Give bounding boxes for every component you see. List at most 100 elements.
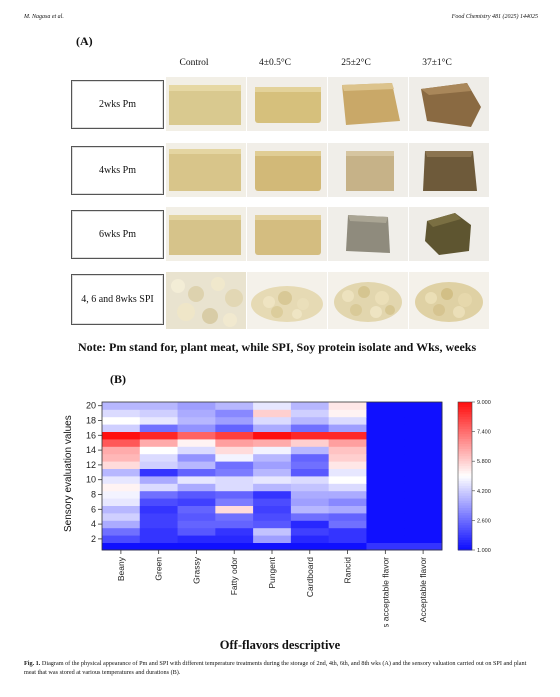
heatmap-cell (102, 439, 141, 447)
heatmap-cell (177, 402, 216, 410)
colorbar-segment (458, 480, 472, 484)
sample-photo-6wks-37c (409, 207, 489, 261)
heatmap-cell (139, 513, 178, 521)
heatmap-cell (328, 490, 367, 499)
heatmap-cell (290, 402, 330, 410)
heatmap-cell (215, 520, 254, 529)
heatmap-cell (215, 431, 254, 440)
colorbar-tick-label: 4.200 (477, 489, 491, 495)
heatmap-cell (102, 453, 141, 462)
heatmap-cell (102, 513, 141, 521)
heatmap-cell (290, 431, 330, 440)
heatmap-cell (366, 439, 405, 447)
heatmap-cell (366, 461, 405, 469)
heatmap-cell (102, 476, 141, 484)
y-tick-label: 4 (91, 519, 96, 529)
heatmap-cell (328, 446, 367, 455)
column-header-37c: 37±1°C (422, 58, 452, 68)
heatmap-cell (177, 520, 216, 529)
colorbar-tick-label: 9.000 (477, 400, 491, 406)
heatmap-cell (102, 505, 141, 514)
heatmap-cell (139, 446, 178, 455)
colorbar-segment (458, 485, 472, 489)
heatmap-cell (139, 483, 178, 492)
colorbar-segment (458, 439, 472, 442)
heatmap-cell (102, 431, 141, 440)
panel-a-note: Note: Pm stand for, plant meat, while SP… (78, 340, 477, 354)
row-label-spi: 4, 6 and 8wks SPI (71, 274, 164, 325)
heatmap-cell (328, 424, 367, 432)
x-tick-label: Cardboard (305, 557, 315, 597)
heatmap-cell (139, 490, 178, 499)
y-tick-label: 18 (86, 416, 96, 426)
heatmap-cell (328, 535, 367, 543)
heatmap-cell (102, 498, 141, 506)
heatmap-cell (366, 453, 405, 462)
heatmap-cell (139, 431, 178, 440)
heatmap-cell (328, 513, 367, 521)
x-tick-label: Less acceptable flavor (380, 557, 390, 627)
colorbar-segment (458, 517, 472, 521)
heatmap-cell (139, 409, 178, 418)
y-tick-label: 16 (86, 430, 96, 440)
heatmap-cell (366, 513, 405, 521)
colorbar-segment (458, 547, 472, 551)
x-tick-label: Grassy (191, 556, 201, 584)
heatmap-cell (253, 542, 292, 551)
colorbar-segment (458, 411, 472, 415)
heatmap-cell (366, 446, 405, 455)
heatmap-cell (290, 483, 330, 492)
heatmap-cell (253, 424, 292, 432)
colorbar-segment (458, 434, 472, 438)
heatmap-cell (177, 431, 216, 440)
figure-caption-label: Fig. 1. (24, 660, 41, 667)
colorbar-segment (458, 522, 472, 526)
row-label-2wks: 2wks Pm (71, 80, 164, 129)
heatmap-cell (139, 461, 178, 469)
colorbar-segment (458, 466, 472, 470)
colorbar-frame (457, 401, 473, 551)
heatmap-cell (215, 453, 254, 462)
heatmap-cell (215, 409, 254, 418)
colorbar-segment (458, 513, 472, 516)
heatmap-cell (139, 453, 178, 462)
heatmap-cell (253, 409, 292, 418)
heatmap-cell (328, 416, 367, 425)
colorbar-segment (458, 493, 472, 497)
heatmap-cell (290, 520, 330, 529)
heatmap-cell (177, 483, 216, 492)
colorbar-tick-label: 7.400 (477, 430, 491, 436)
heatmap-cell (253, 490, 292, 499)
heatmap-cell (253, 468, 292, 477)
row-label-6wks: 6wks Pm (71, 210, 164, 259)
heatmap-cell (139, 498, 178, 506)
heatmap-cell (366, 505, 405, 514)
heatmap-cell (404, 505, 443, 514)
colorbar-segment (458, 456, 472, 460)
colorbar-segment (458, 515, 472, 519)
heatmap-cell (290, 461, 330, 469)
colorbar-segment (458, 424, 472, 428)
heatmap-cell (177, 468, 216, 477)
heatmap-cell (290, 535, 330, 543)
heatmap-cell (253, 498, 292, 506)
colorbar-segment (458, 527, 472, 531)
colorbar-segment (458, 542, 472, 546)
heatmap-cell (177, 527, 216, 536)
colorbar-segment (458, 453, 472, 457)
heatmap-cell (139, 439, 178, 447)
x-tick-label: Rancid (343, 557, 353, 584)
colorbar-segment (458, 416, 472, 420)
heatmap-cell (253, 483, 292, 492)
heatmap-cell (215, 498, 254, 506)
heatmap-cell (366, 542, 405, 551)
heatmap-cell (102, 409, 141, 418)
sample-photo-6wks-control (166, 207, 246, 261)
heatmap-cell (366, 527, 405, 536)
heatmap-cell (139, 527, 178, 536)
heatmap-cell (404, 416, 443, 425)
heatmap-cell (102, 483, 141, 492)
colorbar-segment (458, 443, 472, 447)
sample-photo-4wks-25c (328, 143, 408, 197)
heatmap-cell (102, 402, 141, 410)
